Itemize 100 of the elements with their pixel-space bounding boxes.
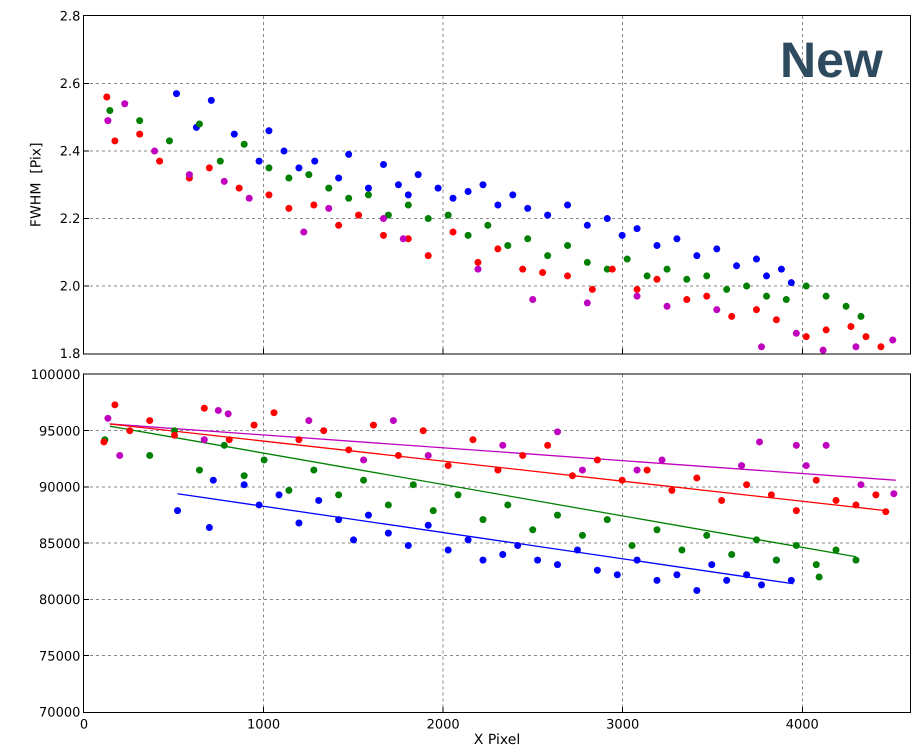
- point: [276, 491, 283, 498]
- point: [718, 496, 726, 504]
- point: [673, 571, 680, 578]
- point: [792, 507, 800, 514]
- point: [246, 194, 253, 202]
- point: [752, 536, 760, 544]
- point: [364, 191, 372, 198]
- point: [384, 212, 392, 219]
- point: [882, 508, 890, 516]
- point: [285, 486, 292, 494]
- point: [380, 232, 388, 239]
- point: [474, 266, 482, 273]
- point: [335, 174, 342, 182]
- point: [174, 507, 182, 514]
- y-tick-label: 2.2: [60, 212, 80, 228]
- point: [450, 228, 457, 236]
- point: [877, 343, 884, 350]
- point: [693, 474, 700, 482]
- point: [519, 266, 526, 273]
- point: [121, 100, 128, 108]
- point: [658, 456, 666, 464]
- point: [792, 542, 800, 549]
- point: [847, 323, 854, 330]
- point: [424, 452, 432, 459]
- point: [822, 292, 830, 300]
- y-tick-label: 2.8: [60, 10, 80, 25]
- point: [653, 276, 660, 283]
- point: [842, 302, 850, 310]
- point: [644, 466, 651, 474]
- point: [345, 194, 352, 202]
- point: [653, 576, 660, 584]
- point: [857, 312, 864, 320]
- y-tick-label: 2.4: [60, 144, 80, 160]
- point: [634, 292, 641, 300]
- point: [104, 414, 112, 422]
- point: [852, 343, 860, 350]
- point: [653, 242, 660, 250]
- point: [788, 576, 795, 584]
- point: [832, 546, 840, 554]
- y-tick-label: 85000: [39, 536, 80, 552]
- point: [166, 137, 173, 144]
- y-tick-label: 100000: [30, 368, 80, 383]
- point: [424, 522, 432, 529]
- point: [464, 232, 472, 239]
- y-tick-label: 70000: [39, 706, 80, 721]
- point: [464, 536, 472, 544]
- point: [524, 204, 532, 212]
- point: [524, 235, 532, 242]
- point: [240, 472, 248, 480]
- point: [519, 452, 526, 459]
- point: [230, 130, 238, 138]
- point: [802, 282, 810, 290]
- point: [816, 573, 823, 580]
- point: [494, 466, 502, 474]
- point: [584, 258, 591, 266]
- point: [614, 571, 621, 578]
- point: [554, 512, 562, 519]
- point: [668, 486, 676, 494]
- point: [208, 96, 215, 104]
- point: [664, 266, 671, 273]
- point: [364, 512, 372, 519]
- point: [872, 491, 880, 498]
- point: [270, 409, 278, 416]
- point: [693, 586, 700, 594]
- point: [703, 272, 710, 280]
- point: [494, 202, 502, 209]
- point: [345, 150, 352, 158]
- point: [820, 346, 827, 354]
- point: [200, 404, 208, 412]
- point: [743, 282, 750, 290]
- point: [226, 436, 233, 444]
- point: [713, 306, 720, 314]
- point: [529, 296, 536, 304]
- point: [772, 316, 780, 324]
- point: [136, 130, 144, 138]
- point: [265, 127, 272, 134]
- point: [325, 184, 332, 192]
- y-tick-label: 75000: [39, 649, 80, 664]
- point: [200, 436, 208, 444]
- y-tick-label: 80000: [39, 593, 80, 608]
- point: [214, 406, 222, 414]
- point: [444, 212, 452, 219]
- point: [728, 550, 736, 558]
- point: [295, 436, 302, 444]
- point: [568, 472, 576, 480]
- point: [434, 184, 442, 192]
- point: [350, 536, 358, 544]
- point: [889, 336, 896, 344]
- point: [509, 191, 516, 198]
- point: [618, 232, 626, 239]
- point: [206, 164, 213, 172]
- point: [424, 215, 432, 222]
- point: [285, 174, 292, 182]
- point: [812, 476, 820, 484]
- point: [484, 222, 492, 229]
- point: [812, 561, 820, 568]
- point: [634, 466, 641, 474]
- point: [250, 422, 258, 429]
- x-tick-label: 3000: [606, 718, 640, 733]
- point: [146, 452, 154, 459]
